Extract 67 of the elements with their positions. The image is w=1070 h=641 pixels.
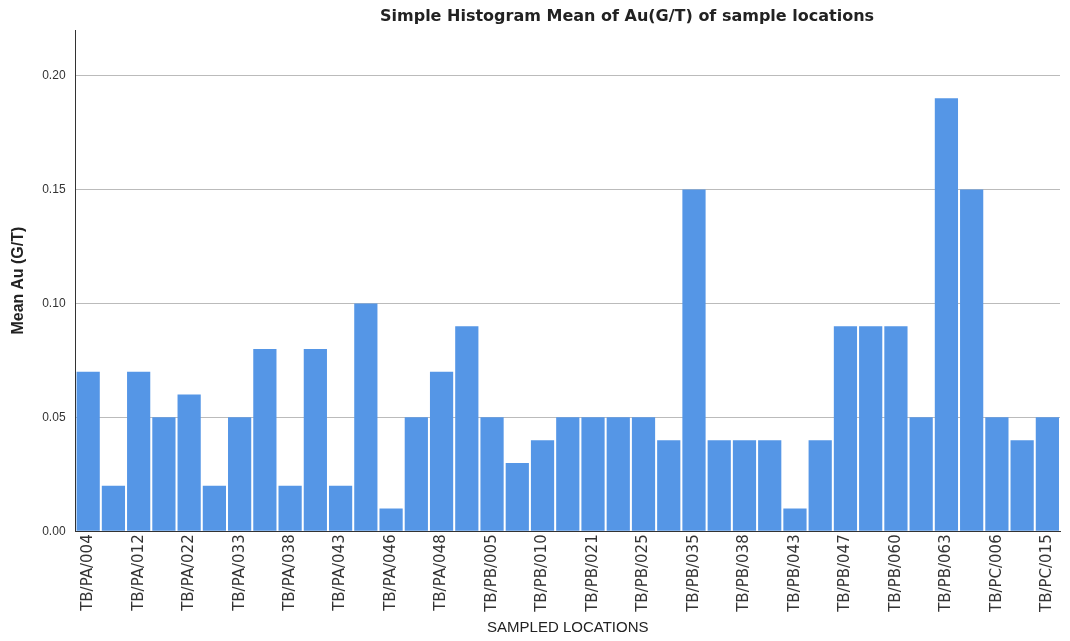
bar bbox=[732, 440, 757, 531]
x-tick-label: TB/PA/038 bbox=[280, 534, 298, 612]
bar bbox=[657, 440, 681, 531]
bar bbox=[556, 417, 580, 531]
bar bbox=[228, 417, 252, 531]
bar bbox=[202, 485, 226, 531]
y-tick-label: 0.10 bbox=[42, 295, 66, 310]
bar bbox=[808, 440, 832, 531]
bar bbox=[455, 326, 479, 531]
x-tick-label: TB/PB/060 bbox=[885, 534, 904, 613]
bar bbox=[253, 349, 277, 531]
bar bbox=[480, 417, 504, 531]
bar bbox=[581, 417, 605, 531]
x-tick-label: TB/PB/038 bbox=[734, 534, 753, 613]
x-tick-label: TB/PB/025 bbox=[633, 534, 652, 613]
bar bbox=[152, 417, 176, 531]
bar bbox=[328, 485, 353, 531]
bar bbox=[505, 462, 529, 531]
bar bbox=[934, 98, 959, 531]
x-tick-label: TB/PB/043 bbox=[784, 534, 803, 613]
bar bbox=[1010, 440, 1034, 531]
bar bbox=[379, 508, 403, 531]
y-axis-title: Mean Au (G/T) bbox=[9, 226, 27, 335]
bar bbox=[859, 326, 883, 531]
chart-title: Simple Histogram Mean of Au(G/T) of sample locations bbox=[380, 6, 875, 25]
bar bbox=[783, 508, 807, 531]
bar bbox=[76, 371, 100, 531]
bar bbox=[429, 371, 454, 531]
x-tick-label: TB/PB/005 bbox=[481, 534, 500, 613]
bar bbox=[758, 440, 782, 531]
bar bbox=[354, 303, 378, 531]
x-tick-label: TB/PB/035 bbox=[683, 534, 702, 613]
bar bbox=[833, 326, 858, 531]
x-tick-label: TB/PB/047 bbox=[835, 534, 854, 613]
bar bbox=[404, 417, 428, 531]
bar bbox=[177, 394, 201, 531]
y-tick-label: 0.00 bbox=[42, 523, 66, 538]
x-tick-label: TB/PA/048 bbox=[431, 534, 450, 612]
bar bbox=[101, 485, 126, 531]
bar bbox=[909, 417, 933, 531]
bar bbox=[707, 440, 731, 531]
x-tick-label: TB/PA/043 bbox=[330, 534, 349, 612]
x-tick-label: TB/PA/022 bbox=[179, 534, 198, 612]
x-tick-label: TB/PB/063 bbox=[936, 534, 955, 613]
bar bbox=[278, 485, 302, 531]
bar bbox=[530, 440, 555, 531]
bar bbox=[985, 417, 1009, 531]
bar bbox=[127, 371, 151, 531]
x-tick-label: TB/PC/006 bbox=[986, 534, 1005, 614]
x-tick-label: TB/PA/033 bbox=[229, 534, 248, 612]
bar bbox=[631, 417, 656, 531]
y-tick-label: 0.05 bbox=[42, 409, 66, 424]
x-tick-label: TB/PA/004 bbox=[78, 534, 97, 612]
x-axis-title: SAMPLED LOCATIONS bbox=[487, 618, 649, 636]
y-tick-label: 0.20 bbox=[42, 67, 66, 82]
bar bbox=[884, 326, 908, 531]
bar bbox=[606, 417, 630, 531]
x-tick-label: TB/PA/012 bbox=[128, 534, 147, 612]
bar bbox=[303, 349, 327, 531]
bar bbox=[1035, 417, 1059, 531]
x-tick-label: TB/PA/046 bbox=[380, 534, 399, 612]
x-tick-label: TB/PB/021 bbox=[582, 534, 601, 613]
x-tick-label: TB/PB/010 bbox=[532, 534, 551, 613]
bar bbox=[960, 189, 984, 531]
y-tick-label: 0.15 bbox=[42, 181, 66, 196]
x-tick-label: TB/PC/015 bbox=[1037, 534, 1056, 614]
bar bbox=[682, 189, 706, 531]
